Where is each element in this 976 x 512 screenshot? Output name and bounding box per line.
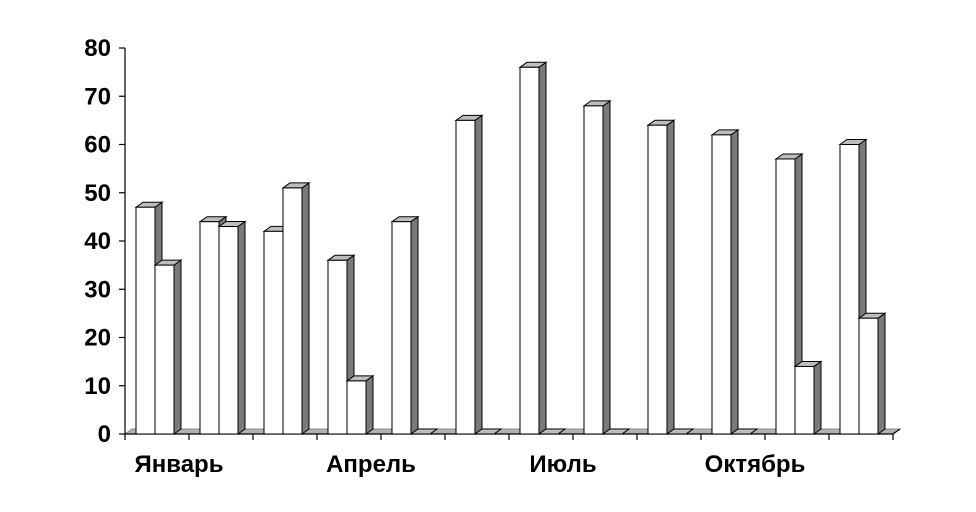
bar-top — [473, 428, 503, 435]
bar-front — [775, 158, 796, 435]
bar-series1-4 — [390, 215, 420, 435]
bar-front — [282, 187, 303, 435]
y-tick-label: 0 — [98, 421, 111, 448]
bar-series1-10 — [774, 153, 804, 435]
bar-side — [301, 181, 310, 435]
bar-top — [601, 428, 631, 435]
bar-series2-7 — [601, 428, 631, 435]
axes — [119, 47, 901, 440]
bar-front — [135, 206, 156, 435]
bar-side — [877, 312, 886, 435]
bar-side — [410, 215, 419, 435]
bar-series2-0 — [153, 259, 183, 435]
y-tick-label: 20 — [84, 325, 111, 352]
y-tick-label: 40 — [84, 228, 111, 255]
bars — [134, 61, 887, 435]
bar-top — [665, 428, 695, 435]
bar-front — [218, 226, 239, 435]
bar-series1-7 — [582, 99, 612, 435]
bar-series2-2 — [281, 181, 311, 435]
bar-side — [666, 119, 675, 435]
bar-top — [537, 428, 567, 435]
bar-series2-10 — [793, 360, 823, 435]
labels: 0 10 20 30 40 50 60 70 80 Январь Апрель Июль Октябрь — [84, 35, 805, 478]
y-tick-label: 70 — [84, 83, 111, 110]
bar-front — [346, 380, 367, 435]
bar-top — [409, 428, 439, 435]
bar-series1-5 — [454, 114, 484, 435]
bar-front — [839, 144, 860, 435]
bar-series2-1 — [217, 220, 247, 435]
x-axis-end — [892, 428, 901, 435]
bar-series1-6 — [518, 61, 548, 435]
bar-front — [327, 259, 348, 435]
bar-side — [538, 61, 547, 435]
bar-front — [154, 264, 175, 435]
bar-side — [474, 114, 483, 435]
y-tick-label: 10 — [84, 373, 111, 400]
bar-side — [237, 220, 246, 435]
y-tick-label: 80 — [84, 35, 111, 62]
bar-series2-3 — [345, 374, 375, 435]
x-category-label: Январь — [135, 451, 224, 478]
y-tick-label: 60 — [84, 132, 111, 159]
x-category-label: Апрель — [326, 451, 416, 478]
bar-front — [794, 365, 815, 435]
bar-front — [647, 124, 668, 435]
bar-front — [199, 221, 220, 435]
bar-side — [813, 360, 822, 435]
bar-series1-8 — [646, 119, 676, 435]
bar-side — [730, 128, 739, 435]
bar-front — [711, 134, 732, 435]
bar-front — [583, 105, 604, 435]
bar-series1-9 — [710, 128, 740, 435]
bar-series2-9 — [729, 428, 759, 435]
bar-top — [729, 428, 759, 435]
bar-side — [365, 374, 374, 435]
bar-series2-8 — [665, 428, 695, 435]
bar-series2-6 — [537, 428, 567, 435]
bar-front — [455, 119, 476, 435]
x-category-label: Октябрь — [705, 451, 806, 478]
bar-front — [858, 317, 879, 435]
bar-series2-5 — [473, 428, 503, 435]
bar-side — [173, 259, 182, 435]
bar-side — [602, 99, 611, 435]
y-tick-label: 50 — [84, 180, 111, 207]
bar-front — [263, 230, 284, 435]
bar-series2-11 — [857, 312, 887, 435]
bar-front — [391, 221, 412, 435]
bar-front — [519, 66, 540, 435]
y-tick-label: 30 — [84, 276, 111, 303]
x-category-label: Июль — [529, 451, 596, 478]
bar-series2-4 — [409, 428, 439, 435]
